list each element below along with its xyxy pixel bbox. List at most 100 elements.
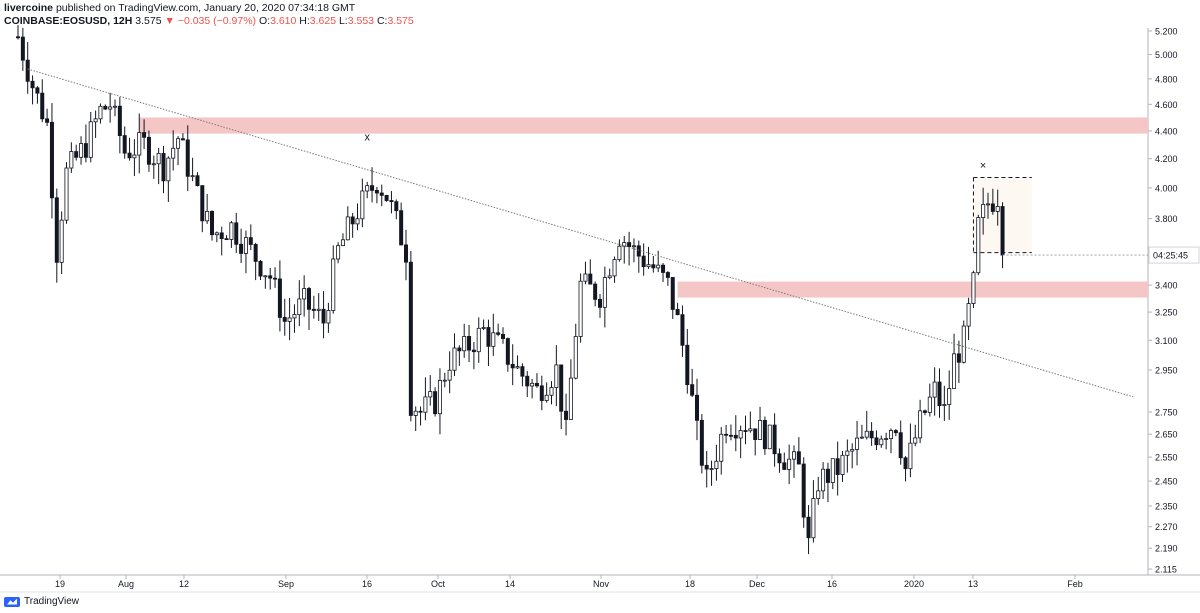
candle-body (602, 277, 607, 308)
candle-body (146, 136, 151, 165)
candle-body (447, 369, 452, 381)
candle-body (636, 245, 641, 257)
candle-body (850, 449, 855, 452)
price-tick-label: 2.450 (1155, 477, 1178, 487)
candle-body (25, 59, 30, 82)
candle-body (961, 325, 966, 363)
candle-body (340, 239, 345, 247)
candle-body (471, 349, 476, 353)
countdown-label: 04:25:45 (1153, 251, 1188, 261)
candle-body (762, 419, 767, 450)
candle-body (588, 273, 593, 285)
candle-body (675, 309, 680, 316)
candle-body (195, 175, 200, 187)
candle-body (171, 147, 176, 159)
time-tick-label: Oct (431, 579, 446, 589)
candle-body (360, 190, 365, 220)
price-tick-label: 4.000 (1155, 183, 1178, 193)
candle-body (93, 118, 98, 123)
candle-body (806, 516, 811, 539)
candle-body (864, 430, 869, 438)
time-tick-label: 19 (55, 579, 65, 589)
ohlc-legend: COINBASE:EOSUSD, 12H 3.575 ▼ −0.035 (−0.… (4, 15, 414, 27)
candle-body (753, 428, 758, 440)
candle-body (927, 396, 932, 413)
candle-body (248, 237, 253, 245)
candle-body (200, 185, 205, 222)
candle-body (913, 437, 918, 444)
candle-body (825, 468, 830, 483)
time-tick-label: 14 (505, 579, 515, 589)
candle-body (103, 105, 108, 110)
candle-body (661, 264, 666, 273)
candle-body (564, 410, 569, 420)
candle-body (209, 211, 214, 236)
candle-body (956, 353, 961, 363)
candle-body (476, 327, 481, 353)
candle-body (166, 157, 171, 182)
candle-body (336, 245, 341, 260)
candle-body (132, 154, 137, 159)
candle-body (937, 381, 942, 406)
candle-body (510, 363, 515, 369)
candle-body (345, 216, 350, 241)
symbol-label[interactable]: COINBASE:EOSUSD, 12H (4, 15, 133, 27)
candle-body (418, 410, 423, 413)
candle-body (646, 264, 651, 268)
candle-body (685, 344, 690, 386)
price-tick-label: 4.200 (1155, 154, 1178, 164)
price-tick-label: 2.270 (1155, 522, 1178, 532)
candle-body (918, 410, 923, 439)
candle-body (287, 317, 292, 322)
candle-body (161, 153, 166, 182)
time-tick-label: 18 (685, 579, 695, 589)
candle-body (180, 138, 185, 141)
upper-resistance-zone (139, 117, 1148, 134)
candle-body (583, 273, 588, 282)
candle-body (185, 139, 190, 177)
candle-body (728, 434, 733, 437)
candle-body (156, 153, 161, 165)
candle-body (331, 258, 336, 311)
candle-body (117, 105, 122, 136)
candle-body (690, 384, 695, 396)
time-tick-label: Nov (593, 579, 610, 589)
time-tick-label: Feb (1067, 579, 1083, 589)
candle-body (243, 237, 248, 254)
time-tick-label: 16 (362, 579, 372, 589)
candle-body (113, 105, 118, 108)
time-tick-label: 16 (827, 579, 837, 589)
time-tick-label: Aug (118, 579, 134, 589)
author-name[interactable]: livercoine (4, 2, 54, 14)
price-tick-label: 5.000 (1155, 50, 1178, 60)
candle-body (520, 366, 525, 377)
candle-body (413, 410, 418, 416)
price-tick-label: 4.400 (1155, 126, 1178, 136)
candle-body (83, 143, 88, 158)
price-tick-label: 2.350 (1155, 501, 1178, 511)
low-value: 3.553 (347, 15, 375, 27)
candle-body (908, 442, 913, 470)
candle-body (680, 314, 685, 346)
candle-body (641, 255, 646, 268)
candle-body (500, 333, 505, 339)
price-tick-label: 2.650 (1155, 430, 1178, 440)
candle-body (467, 336, 472, 351)
footer: TradingView (4, 596, 79, 607)
candle-body (772, 424, 777, 455)
candle-body (292, 314, 297, 319)
candle-body (205, 211, 210, 222)
candle-body (311, 308, 316, 311)
x-marker-jan: × (980, 160, 986, 172)
price-tick-label: 2.950 (1155, 366, 1178, 376)
candle-body (151, 163, 156, 166)
candle-body (370, 185, 375, 191)
candle-body (54, 197, 59, 263)
candle-body (59, 219, 64, 263)
price-tick-label: 3.100 (1155, 336, 1178, 346)
candle-body (903, 457, 908, 470)
candle-body (45, 118, 50, 123)
candle-body (544, 394, 549, 401)
candle-body (64, 167, 69, 221)
